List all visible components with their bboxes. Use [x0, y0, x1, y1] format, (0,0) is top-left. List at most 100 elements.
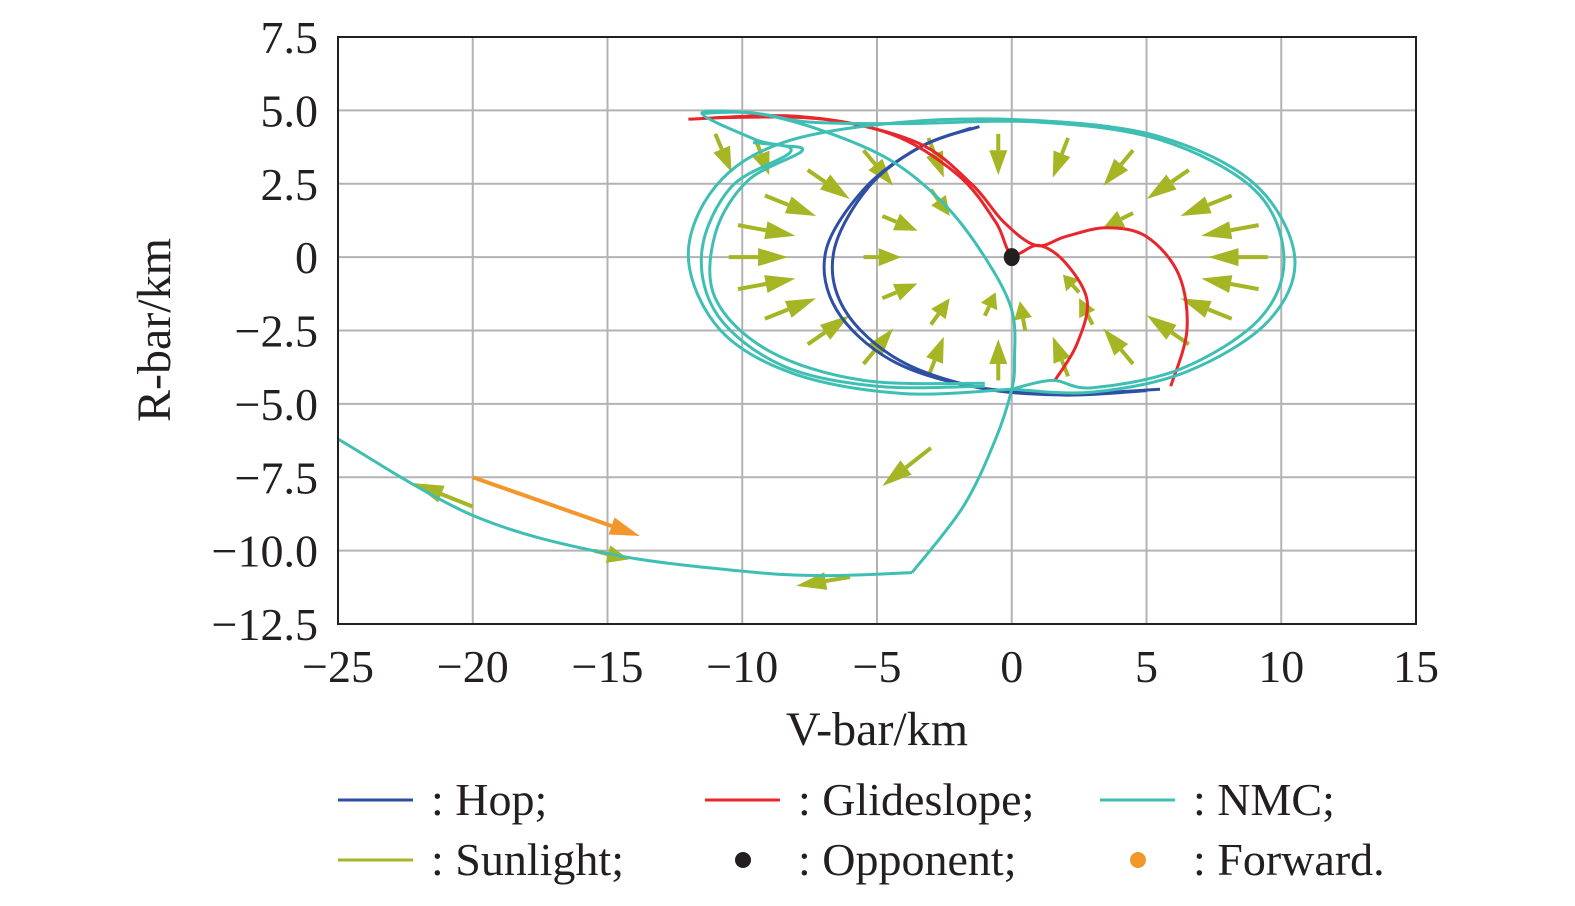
sunlight-arrow [728, 248, 789, 267]
sunlight-arrow [713, 133, 732, 173]
tick-labels: −25 −20 −15 −10 −5 0 5 10 15 7.5 5.0 2.5 0 −2.5 −5.0 −7… [212, 12, 1439, 692]
sunlight-arrow-shaft [1170, 168, 1190, 184]
y-axis-label: R-bar/km [128, 238, 181, 422]
sunlight-arrow-head [1103, 210, 1126, 228]
sunlight-arrow-head [980, 292, 998, 311]
sunlight-arrow-head [819, 315, 850, 340]
sunlight-arrow-shaft [982, 305, 991, 317]
legend-swatch-dot [735, 852, 751, 868]
sunlight-arrow [926, 336, 944, 378]
legend-label: : Hop; [431, 774, 547, 825]
sunlight-arrow-shaft [1230, 223, 1259, 233]
opponent-marker [1003, 248, 1020, 267]
sunlight-arrow-head [819, 174, 850, 200]
sunlight-arrow-head [892, 283, 918, 301]
sunlight-arrow-shaft [1207, 307, 1233, 321]
legend-item-glideslope: : Glideslope; [705, 774, 1034, 825]
sunlight-arrow-head [1103, 158, 1129, 186]
sunlight-arrow [1062, 274, 1081, 294]
sunlight-arrow [1180, 298, 1233, 321]
nmc-trajectory [686, 117, 1297, 396]
sunlight-arrow [1014, 301, 1032, 331]
sunlight-arrow-head [1146, 174, 1177, 200]
x-tick-label: 5 [1135, 641, 1158, 692]
sunlight-arrow-head [1014, 301, 1032, 321]
x-tick-label: 0 [1000, 641, 1023, 692]
sunlight-arrow-head [926, 150, 944, 178]
x-tick-label: −10 [706, 641, 778, 692]
sunlight-arrow-head [1180, 196, 1212, 217]
sunlight-arrow-shaft [825, 575, 851, 583]
sunlight-arrow [1146, 168, 1190, 200]
y-tick-label: −12.5 [212, 599, 318, 650]
y-tick-label: −2.5 [235, 306, 318, 357]
sunlight-arrow [413, 483, 474, 509]
sunlight-arrow [882, 446, 933, 487]
sunlight-arrow-shaft [881, 214, 898, 224]
sunlight-arrow [1201, 221, 1259, 240]
sunlight-arrow-head [764, 221, 796, 240]
sunlight-arrow-head [931, 298, 950, 320]
sunlight-arrow [737, 221, 796, 240]
sunlight-arrow-head [1146, 315, 1177, 340]
nmc-trajectory [699, 109, 1286, 391]
x-axis-label: V-bar/km [786, 703, 968, 756]
sunlight-arrow [1208, 248, 1268, 267]
sunlight-arrow-shaft [1207, 193, 1233, 207]
y-tick-label: −10.0 [212, 526, 318, 577]
sunlight-arrow-head [1180, 298, 1212, 318]
sunlight-arrow-head [764, 275, 796, 293]
nmc-trajectory [337, 437, 913, 578]
sunlight-arrow-head [1052, 150, 1071, 178]
x-tick-label: −5 [853, 641, 902, 692]
forward-arrow-head [608, 517, 640, 536]
legend-label: : Forward. [1193, 834, 1385, 885]
sunlight-arrow [863, 248, 902, 267]
sunlight-arrow-shaft [764, 193, 789, 207]
glideslope-trajectory [715, 115, 1189, 387]
y-tick-label: 7.5 [261, 12, 319, 63]
x-tick-label: −15 [572, 641, 644, 692]
y-tick-label: 5.0 [261, 85, 319, 136]
legend-item-hop: : Hop; [338, 774, 547, 825]
sunlight-arrow-head [1208, 248, 1239, 267]
sunlight-arrow-head [931, 194, 950, 217]
legend-item-opponent: : Opponent; [735, 834, 1016, 885]
sunlight-arrow-shaft [1119, 348, 1135, 366]
forward-arrow [472, 475, 640, 536]
legend-label: : NMC; [1193, 774, 1335, 825]
x-tick-label: 15 [1393, 641, 1439, 692]
nmc-trajectory [701, 110, 1017, 574]
sunlight-arrow-head [878, 248, 902, 267]
legend-label: : Sunlight; [431, 834, 624, 885]
forward-arrow-shaft [472, 475, 613, 528]
sunlight-arrow-head [784, 298, 817, 318]
plot-frame [337, 36, 1417, 625]
sunlight-arrow-shaft [713, 133, 724, 150]
sunlight-arrow-shaft [806, 168, 827, 184]
sunlight-arrow-head [882, 460, 912, 487]
sunlight-arrow-shaft [1021, 318, 1028, 331]
sunlight-arrow [1180, 193, 1233, 217]
sunlight-arrow-head [784, 196, 817, 217]
legend-label: : Glideslope; [798, 774, 1034, 825]
sunlight-arrow [989, 133, 1008, 175]
sunlight-arrow-head [713, 145, 732, 173]
sunlight-arrow-shaft [861, 149, 877, 166]
nmc-trajectory [708, 141, 985, 386]
sunlight-arrow [806, 168, 850, 200]
legend-label: : Opponent; [798, 834, 1016, 885]
sunlight-arrow [989, 339, 1008, 381]
sunlight-arrow-head [1201, 275, 1233, 293]
sunlight-arrow-head [1062, 274, 1080, 292]
sunlight-arrow-shaft [764, 307, 789, 321]
legend-item-forward: : Forward. [1130, 834, 1385, 885]
sunlight-arrow-shaft [1230, 282, 1259, 292]
sunlight-arrow-head [989, 339, 1008, 364]
legend-swatch-dot [1130, 852, 1146, 868]
sunlight-arrow-head [1103, 328, 1129, 356]
sunlight-arrow-shaft [440, 492, 474, 509]
sunlight-arrow [737, 275, 796, 293]
legend-item-nmc: : NMC; [1100, 774, 1335, 825]
